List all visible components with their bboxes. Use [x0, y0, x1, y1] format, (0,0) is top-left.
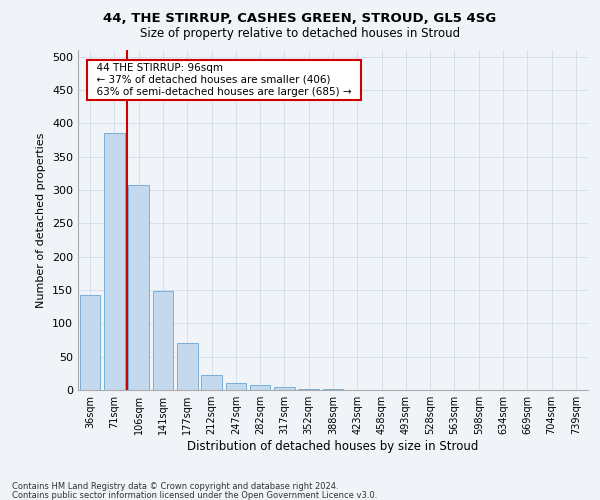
Bar	[323, 388, 343, 390]
Bar	[201, 376, 222, 390]
Bar	[274, 386, 295, 390]
Bar	[177, 344, 197, 390]
Text: Contains public sector information licensed under the Open Government Licence v3: Contains public sector information licen…	[12, 490, 377, 500]
Bar	[128, 186, 149, 390]
Bar	[152, 292, 173, 390]
Text: Size of property relative to detached houses in Stroud: Size of property relative to detached ho…	[140, 28, 460, 40]
Bar	[298, 388, 319, 390]
X-axis label: Distribution of detached houses by size in Stroud: Distribution of detached houses by size …	[187, 440, 479, 453]
Text: Contains HM Land Registry data © Crown copyright and database right 2024.: Contains HM Land Registry data © Crown c…	[12, 482, 338, 491]
Y-axis label: Number of detached properties: Number of detached properties	[37, 132, 46, 308]
Text: 44 THE STIRRUP: 96sqm
  ← 37% of detached houses are smaller (406)
  63% of semi: 44 THE STIRRUP: 96sqm ← 37% of detached …	[90, 64, 358, 96]
Bar	[104, 134, 125, 390]
Text: 44, THE STIRRUP, CASHES GREEN, STROUD, GL5 4SG: 44, THE STIRRUP, CASHES GREEN, STROUD, G…	[103, 12, 497, 26]
Bar	[250, 384, 271, 390]
Bar	[80, 294, 100, 390]
Bar	[226, 384, 246, 390]
